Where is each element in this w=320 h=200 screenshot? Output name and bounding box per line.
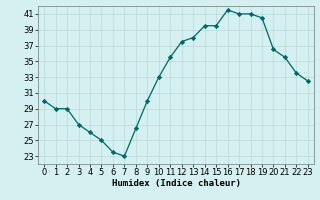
X-axis label: Humidex (Indice chaleur): Humidex (Indice chaleur)	[111, 179, 241, 188]
